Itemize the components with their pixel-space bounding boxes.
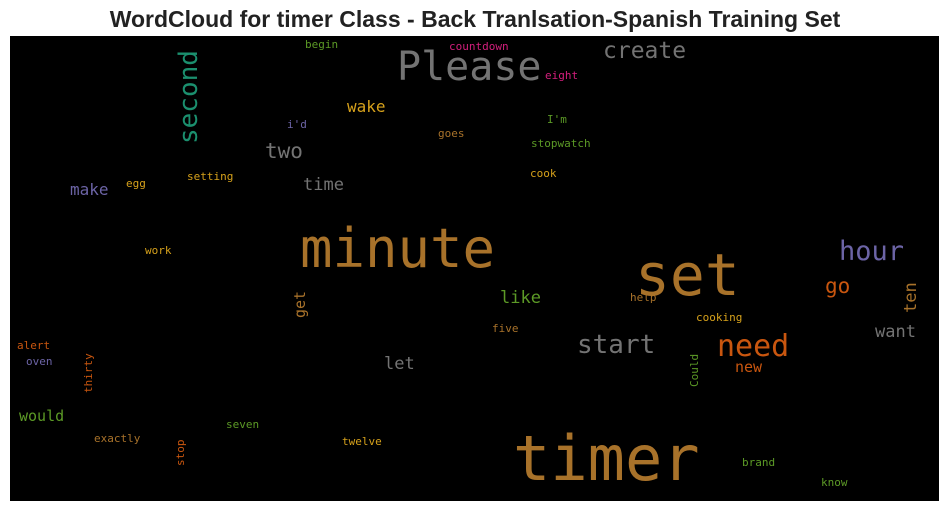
chart-title: WordCloud for timer Class - Back Tranlsa… [0, 5, 950, 33]
word-goes: goes [438, 128, 465, 139]
word-help: help [630, 292, 657, 303]
word-work: work [145, 245, 172, 256]
word-let: let [384, 356, 415, 373]
word-oven: oven [26, 356, 53, 367]
word-time: time [303, 177, 344, 194]
word-second: second [176, 50, 202, 144]
word-alert: alert [17, 340, 50, 351]
word-would: would [19, 409, 64, 424]
word-new: new [735, 360, 762, 375]
word-minute: minute [300, 222, 495, 276]
word-know: know [821, 477, 848, 488]
word-start: start [577, 332, 655, 358]
word-twelve: twelve [342, 436, 382, 447]
word-thirty: thirty [83, 353, 94, 393]
word-five: five [492, 323, 519, 334]
word-wake: wake [347, 99, 386, 115]
word-exactly: exactly [94, 433, 140, 444]
word-cloud: begin countdown eight Please create seco… [10, 36, 939, 501]
word-hour: hour [839, 238, 904, 265]
word-timer: timer [513, 428, 700, 490]
word-ten: ten [903, 282, 920, 313]
word-create: create [603, 40, 686, 63]
word-could: Could [689, 354, 700, 387]
word-egg: egg [126, 178, 146, 189]
word-id: i'd [287, 119, 307, 130]
word-like: like [500, 290, 541, 307]
word-make: make [70, 182, 109, 198]
word-want: want [875, 324, 916, 341]
word-stopwatch: stopwatch [531, 138, 591, 149]
word-setting: setting [187, 171, 233, 182]
word-cooking: cooking [696, 312, 742, 323]
word-seven: seven [226, 419, 259, 430]
word-stop: stop [175, 440, 186, 467]
word-please: Please [397, 47, 542, 87]
word-eight: eight [545, 70, 578, 81]
word-get: get [293, 291, 308, 318]
word-two: two [265, 141, 303, 162]
word-begin: begin [305, 39, 338, 50]
word-go: go [825, 276, 850, 297]
word-brand: brand [742, 457, 775, 468]
word-im: I'm [547, 114, 567, 125]
word-cook: cook [530, 168, 557, 179]
